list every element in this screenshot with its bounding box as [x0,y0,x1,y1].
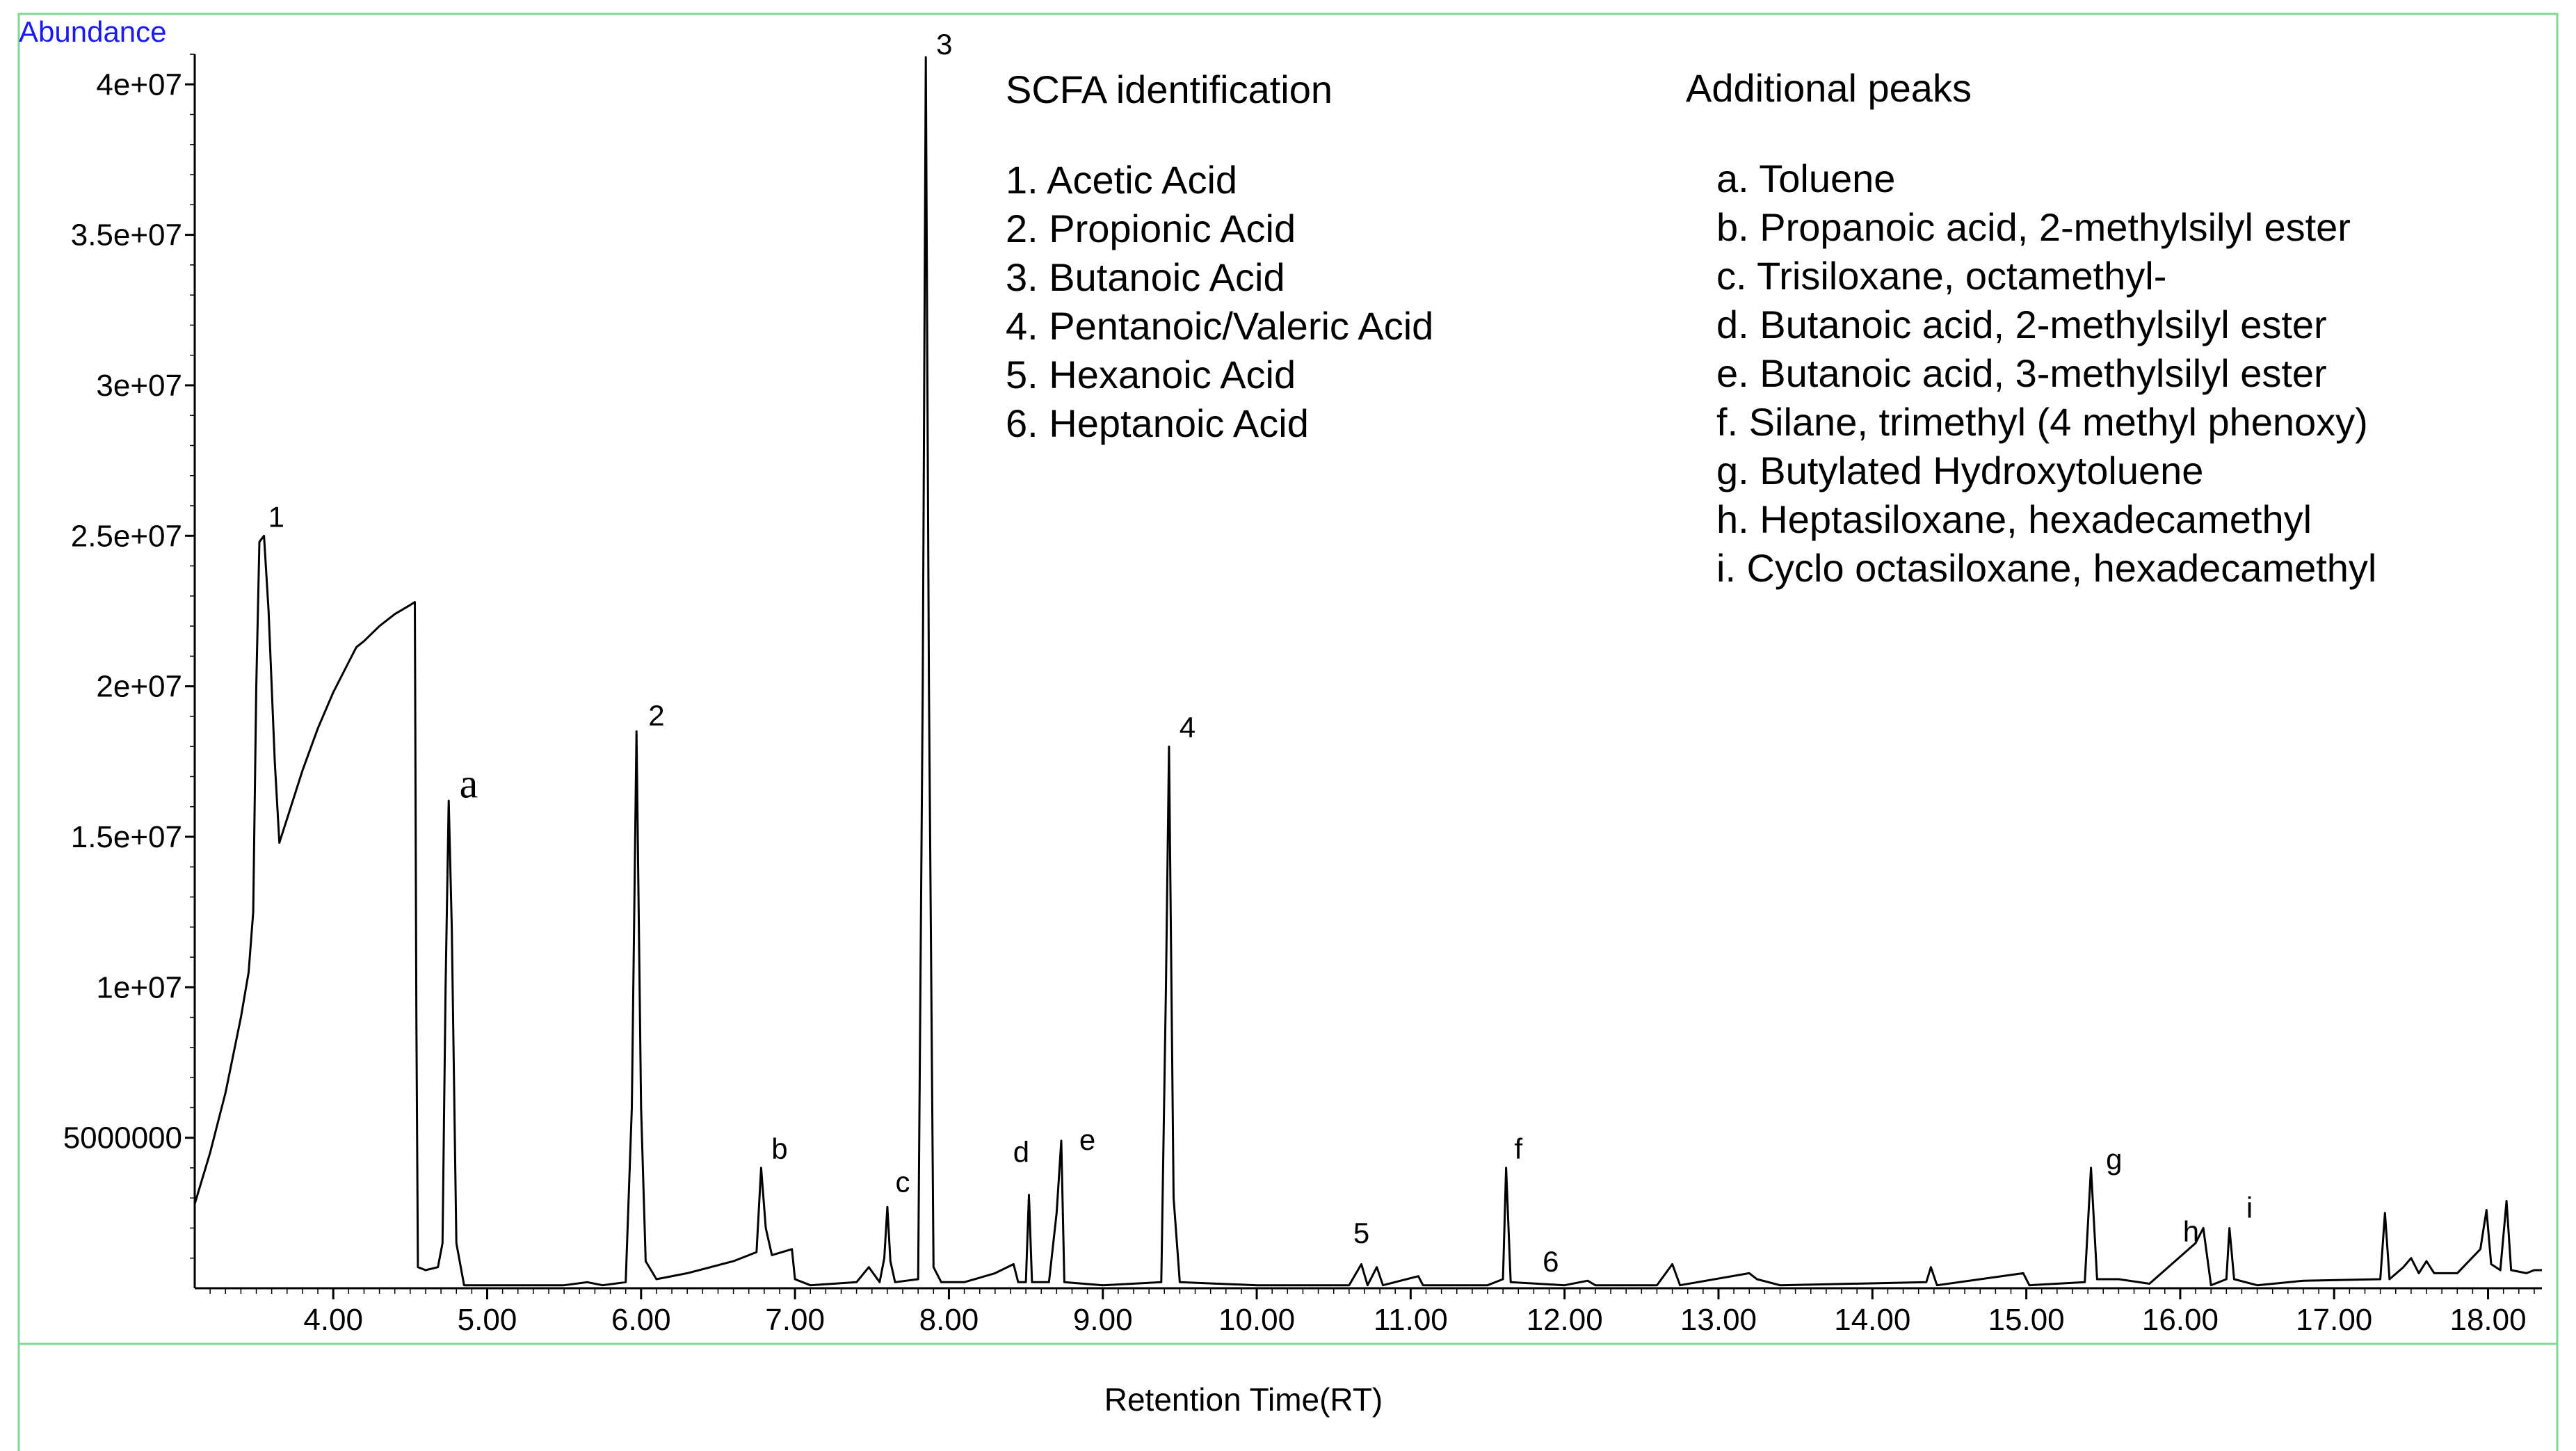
peak-label: g [2106,1143,2122,1176]
y-axis-title: Abundance [19,15,167,48]
scfa-identification-legend: SCFA identification 1. Acetic Acid 2. Pr… [1006,67,1433,445]
x-tick-label: 10.00 [1218,1303,1295,1337]
additional-peaks-legend: Additional peaks a. Toluene b. Propanoic… [1686,66,2376,590]
peak-label: h [2183,1215,2199,1248]
peak-label: f [1514,1132,1522,1165]
x-tick-label: 8.00 [919,1303,979,1337]
y-tick-label: 2.5e+07 [71,519,182,553]
x-axis-title: Retention Time(RT) [1104,1381,1383,1418]
additional-item: b. Propanoic acid, 2-methylsilyl ester [1716,205,2351,249]
plot-frame [17,13,2559,1345]
peak-label: d [1013,1135,1029,1168]
x-tick-label: 5.00 [458,1303,517,1337]
peak-label: a [460,761,478,807]
y-tick-label: 3e+07 [96,369,182,403]
peak-label: c [896,1166,910,1199]
additional-item: g. Butylated Hydroxytoluene [1716,449,2203,492]
y-axis-ticks: 5000000 1e+07 1.5e+07 2e+07 2.5e+07 3e+07 3.5e… [63,67,195,1155]
x-tick-label: 15.00 [1988,1303,2065,1337]
y-tick-label: 3.5e+07 [71,218,182,252]
x-axis-ticks: 4.00 5.00 6.00 7.00 8.00 9.00 10.00 11.00 12.00 1… [303,1288,2527,1337]
additional-item: i. Cyclo octasiloxane, hexadecamethyl [1716,546,2376,590]
scfa-item: 4. Pentanoic/Valeric Acid [1006,304,1433,348]
y-tick-label: 5000000 [63,1121,182,1155]
peak-label: 4 [1180,711,1196,744]
x-tick-label: 6.00 [611,1303,671,1337]
additional-item: d. Butanoic acid, 2-methylsilyl ester [1716,303,2327,346]
x-tick-label: 18.00 [2449,1303,2526,1337]
x-tick-label: 13.00 [1680,1303,1757,1337]
x-tick-label: 11.00 [1374,1303,1448,1337]
chromatogram-trace [193,56,2542,1287]
additional-item: c. Trisiloxane, octamethyl- [1716,254,2166,298]
x-tick-label: 7.00 [765,1303,825,1337]
peak-label: e [1079,1123,1095,1156]
additional-item: h. Heptasiloxane, hexadecamethyl [1716,497,2312,541]
peak-label: i [2246,1191,2253,1224]
additional-item: e. Butanoic acid, 3-methylsilyl ester [1716,351,2327,395]
y-tick-label: 1e+07 [96,970,182,1004]
peak-label: 6 [1543,1245,1559,1278]
peak-label: 1 [268,500,284,533]
x-tick-label: 16.00 [2142,1303,2219,1337]
x-tick-label: 14.00 [1834,1303,1910,1337]
additional-item: f. Silane, trimethyl (4 methyl phenoxy) [1716,400,2368,444]
peak-labels: 1 a 2 b c 3 d e 4 5 f 6 g h i [268,28,2253,1278]
scfa-item: 1. Acetic Acid [1006,158,1237,202]
additional-legend-title: Additional peaks [1686,66,1972,110]
x-tick-label: 12.00 [1527,1303,1603,1337]
peak-label: b [771,1132,787,1165]
y-tick-label: 4e+07 [96,67,182,102]
x-tick-label: 4.00 [303,1303,363,1337]
x-tick-label: 17.00 [2296,1303,2372,1337]
scfa-item: 5. Hexanoic Acid [1006,353,1296,396]
y-tick-label: 2e+07 [96,670,182,704]
y-tick-label: 1.5e+07 [71,820,182,854]
scfa-item: 3. Butanoic Acid [1006,255,1285,299]
x-tick-label: 9.00 [1073,1303,1133,1337]
scfa-item: 6. Heptanoic Acid [1006,401,1309,445]
peak-label: 5 [1353,1217,1369,1249]
scfa-item: 2. Propionic Acid [1006,207,1296,250]
scfa-legend-title: SCFA identification [1006,67,1333,111]
peak-label: 2 [648,699,664,732]
peak-label: 3 [936,28,952,61]
additional-item: a. Toluene [1716,157,1895,200]
